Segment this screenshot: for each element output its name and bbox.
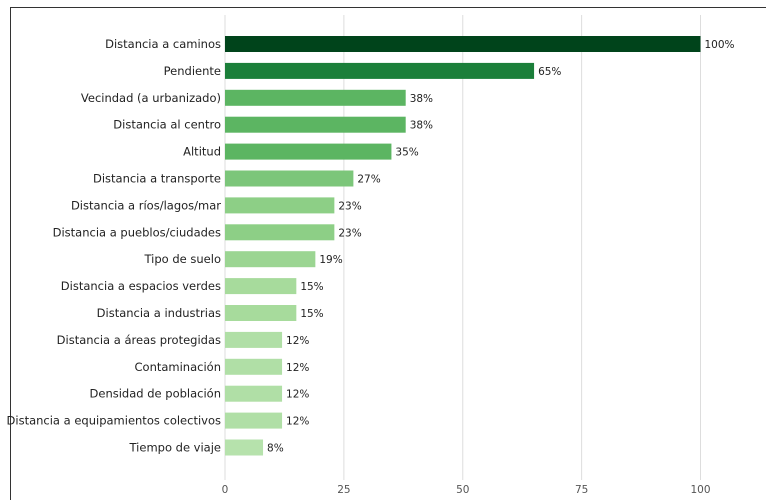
category-label: Distancia a ríos/lagos/mar	[71, 198, 221, 212]
bar	[225, 197, 335, 214]
value-label: 19%	[319, 254, 342, 266]
bar	[225, 170, 354, 187]
x-tick-label: 100	[690, 484, 710, 496]
bar	[225, 385, 283, 402]
bar	[225, 143, 392, 160]
category-label: Distancia a caminos	[105, 37, 221, 51]
value-label: 23%	[338, 227, 361, 239]
bar	[225, 116, 406, 133]
bar	[225, 89, 406, 106]
chart-frame	[10, 7, 766, 500]
value-label: 65%	[538, 66, 561, 78]
value-label: 23%	[338, 200, 361, 212]
category-label: Distancia a pueblos/ciudades	[53, 225, 221, 239]
value-label: 8%	[267, 443, 284, 455]
category-label: Contaminación	[135, 360, 222, 374]
bar	[225, 331, 283, 348]
bar	[225, 278, 297, 295]
category-label: Distancia a industrias	[97, 306, 221, 320]
category-label: Vecindad (a urbanizado)	[81, 91, 221, 105]
bar	[225, 305, 297, 321]
value-label: 38%	[410, 93, 433, 105]
value-label: 27%	[357, 174, 380, 186]
x-tick-label: 0	[222, 484, 229, 496]
category-label: Distancia a espacios verdes	[61, 279, 221, 293]
bar	[225, 439, 264, 456]
value-label: 100%	[705, 39, 735, 51]
category-label: Tipo de suelo	[144, 252, 221, 266]
bar	[225, 412, 283, 429]
x-tick-label: 25	[337, 484, 350, 496]
value-label: 12%	[286, 362, 309, 374]
category-label: Tiempo de viaje	[129, 441, 221, 455]
category-label: Pendiente	[164, 64, 221, 78]
bar	[225, 224, 335, 241]
category-label: Densidad de población	[90, 387, 221, 401]
category-label: Distancia a transporte	[93, 172, 221, 186]
category-label: Altitud	[183, 145, 221, 159]
bar	[225, 358, 283, 375]
category-label: Distancia a áreas protegidas	[57, 333, 221, 347]
x-tick-label: 75	[575, 484, 588, 496]
value-label: 12%	[286, 335, 309, 347]
bar	[225, 251, 316, 268]
value-label: 15%	[300, 281, 323, 293]
bar	[225, 36, 701, 52]
value-label: 12%	[286, 416, 309, 428]
category-label: Distancia a equipamientos colectivos	[7, 414, 221, 428]
bar	[225, 62, 535, 79]
value-label: 38%	[410, 120, 433, 132]
value-label: 12%	[286, 389, 309, 401]
x-tick-label: 50	[456, 484, 469, 496]
value-label: 15%	[300, 308, 323, 320]
category-label: Distancia al centro	[113, 118, 221, 132]
value-label: 35%	[395, 147, 418, 159]
